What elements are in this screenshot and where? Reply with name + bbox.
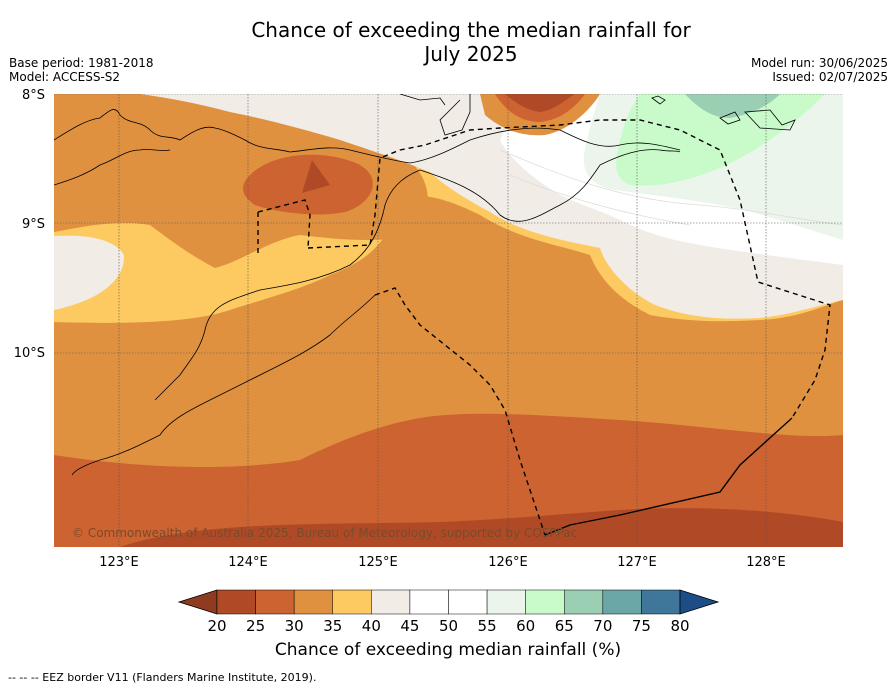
lon-label-128e: 128°E <box>746 555 786 570</box>
colorbar-tick-label: 35 <box>323 617 342 635</box>
colorbar-tick-label: 55 <box>478 617 497 635</box>
colorbar-segment <box>564 589 604 615</box>
colorbar-high-extension <box>679 589 720 615</box>
contour-white-lines <box>499 149 843 226</box>
graticule <box>54 94 843 547</box>
colorbar-tick-label: 25 <box>246 617 265 635</box>
colorbar-tick-label: 40 <box>362 617 381 635</box>
coastlines <box>54 94 796 476</box>
colorbar-segment <box>409 589 449 615</box>
eez-border-note: -- -- -- EEZ border V11 (Flanders Marine… <box>8 671 317 684</box>
colorbar-tick-label: 60 <box>516 617 535 635</box>
lon-label-127e: 127°E <box>617 555 657 570</box>
title-line-2: July 2025 <box>424 42 518 66</box>
lon-label-124e: 124°E <box>228 555 268 570</box>
colorbar-tick-label: 50 <box>439 617 458 635</box>
colorbar-segment <box>525 589 565 615</box>
colorbar-tick-label: 30 <box>285 617 304 635</box>
colorbar-segment <box>641 589 681 615</box>
colorbar-low-extension <box>177 589 218 615</box>
meta-right: Model run: 30/06/2025 Issued: 02/07/2025 <box>751 56 888 84</box>
colorbar-segment <box>332 589 372 615</box>
lat-label-10s: 10°S <box>14 346 45 361</box>
rainfall-contours <box>54 94 843 547</box>
band-north-dry-core <box>505 94 575 112</box>
colorbar-segment <box>486 589 526 615</box>
band-65-70 <box>685 94 780 118</box>
colorbar-tick-label: 45 <box>400 617 419 635</box>
model-name: Model: ACCESS-S2 <box>9 70 121 84</box>
colorbar-segment <box>255 589 295 615</box>
colorbar-tick-label: 80 <box>670 617 689 635</box>
band-40-45-west <box>54 235 125 310</box>
lat-label-8s: 8°S <box>22 88 45 103</box>
copyright-notice: © Commonwealth of Australia 2025, Bureau… <box>72 526 578 540</box>
band-60-65 <box>616 94 825 186</box>
colorbar: 20 25 30 35 40 45 50 55 60 65 70 75 80 <box>177 589 720 635</box>
colorbar-tick-label: 65 <box>555 617 574 635</box>
lon-label-123e: 123°E <box>99 555 139 570</box>
base-period: Base period: 1981-2018 <box>9 56 154 70</box>
model-run: Model run: 30/06/2025 <box>750 56 888 70</box>
lon-label-125e: 125°E <box>358 555 398 570</box>
lat-label-9s: 9°S <box>22 217 45 232</box>
colorbar-segment <box>371 589 411 615</box>
colorbar-segment <box>216 589 256 615</box>
issued-date: Issued: 02/07/2025 <box>772 70 888 84</box>
colorbar-tick-label: 20 <box>207 617 226 635</box>
colorbar-segment <box>448 589 488 615</box>
map-title: Chance of exceeding the median rainfall … <box>0 18 896 66</box>
colorbar-segment <box>602 589 642 615</box>
colorbar-tick-label: 75 <box>632 617 651 635</box>
colorbar-title: Chance of exceeding median rainfall (%) <box>274 640 622 660</box>
title-line-1: Chance of exceeding the median rainfall … <box>251 18 691 42</box>
lon-label-126e: 126°E <box>488 555 528 570</box>
band-20-25-core <box>302 160 330 193</box>
eez-border <box>257 119 831 536</box>
meta-left: Base period: 1981-2018 Model: ACCESS-S2 <box>9 56 154 84</box>
colorbar-segment <box>293 589 333 615</box>
colorbar-tick-label: 70 <box>593 617 612 635</box>
